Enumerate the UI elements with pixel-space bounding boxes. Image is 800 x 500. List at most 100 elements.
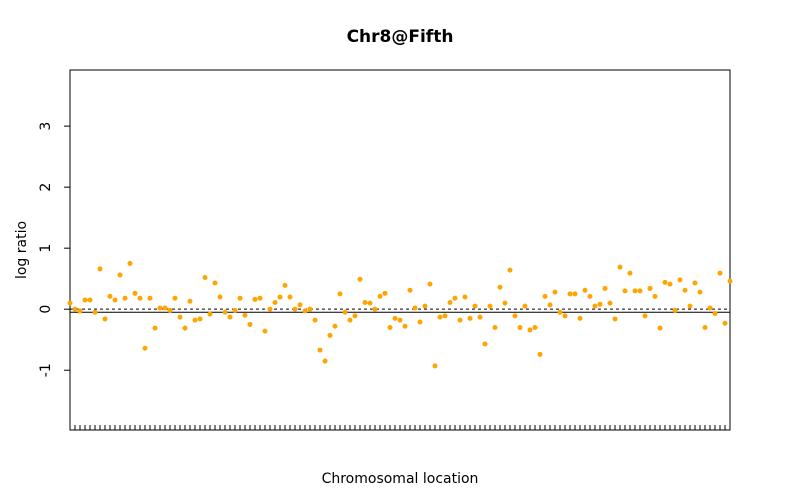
y-tick-label: -1	[38, 363, 54, 377]
data-point	[152, 325, 158, 331]
data-point	[632, 288, 638, 294]
data-point	[497, 284, 503, 290]
y-tick-label: 1	[38, 244, 54, 253]
data-point	[682, 287, 688, 293]
data-point	[142, 345, 148, 351]
data-point	[192, 317, 198, 323]
data-point	[487, 303, 493, 309]
data-point	[267, 306, 273, 312]
data-point	[392, 315, 398, 321]
data-point	[657, 325, 663, 331]
data-point	[297, 302, 303, 308]
data-point	[522, 303, 528, 309]
data-point	[527, 327, 533, 333]
data-point	[592, 303, 598, 309]
data-point	[237, 295, 243, 301]
data-point	[402, 323, 408, 329]
data-point	[92, 309, 98, 315]
data-point	[342, 309, 348, 315]
data-point	[317, 347, 323, 353]
data-point	[197, 316, 203, 322]
data-point	[622, 288, 628, 294]
data-point	[652, 293, 658, 299]
data-point	[492, 324, 498, 330]
data-point	[432, 363, 438, 369]
data-point	[97, 266, 103, 272]
data-point	[162, 305, 168, 311]
data-point	[607, 300, 613, 306]
data-point	[137, 295, 143, 301]
data-point	[77, 308, 83, 314]
data-point	[457, 317, 463, 323]
data-point	[222, 309, 228, 315]
data-point	[417, 319, 423, 325]
data-point	[187, 298, 193, 304]
data-point	[507, 267, 513, 273]
data-point	[717, 270, 723, 276]
x-axis-label: Chromosomal location	[322, 471, 479, 487]
data-point	[147, 295, 153, 301]
data-point	[352, 313, 358, 319]
data-point	[122, 295, 128, 301]
data-point	[692, 280, 698, 286]
data-point	[67, 300, 73, 306]
data-point	[477, 314, 483, 320]
data-point	[672, 307, 678, 313]
data-point	[662, 279, 668, 285]
data-point	[397, 317, 403, 323]
data-point	[567, 291, 573, 297]
data-point	[512, 313, 518, 319]
data-point	[372, 306, 378, 312]
data-point	[282, 282, 288, 288]
data-point	[587, 293, 593, 299]
data-point	[707, 305, 713, 311]
data-point	[462, 294, 468, 300]
data-point	[482, 341, 488, 347]
data-point	[287, 294, 293, 300]
data-point	[727, 278, 733, 284]
data-point	[387, 324, 393, 330]
data-point	[72, 306, 78, 312]
chart-title: Chr8@Fifth	[347, 27, 454, 47]
data-point	[647, 285, 653, 291]
data-point	[637, 288, 643, 294]
data-point	[537, 351, 543, 357]
y-tick-label: 0	[38, 305, 54, 314]
data-point	[407, 287, 413, 293]
data-point	[542, 293, 548, 299]
data-point	[257, 295, 263, 301]
data-point	[712, 310, 718, 316]
data-point	[217, 294, 223, 300]
data-point	[202, 274, 208, 280]
data-point	[687, 303, 693, 309]
data-point	[322, 358, 328, 364]
data-point	[232, 307, 238, 313]
data-point	[602, 285, 608, 291]
data-point	[242, 312, 248, 318]
data-point	[292, 306, 298, 312]
data-point	[532, 324, 538, 330]
data-point	[357, 276, 363, 282]
data-point	[312, 317, 318, 323]
data-point	[272, 299, 278, 305]
data-point	[547, 302, 553, 308]
data-point	[582, 287, 588, 293]
data-point	[422, 303, 428, 309]
data-point	[612, 316, 618, 322]
data-point	[667, 281, 673, 287]
data-point	[722, 320, 728, 326]
data-point	[642, 313, 648, 319]
data-point	[247, 321, 253, 327]
data-point	[382, 290, 388, 296]
data-point	[697, 289, 703, 295]
data-point	[182, 325, 188, 331]
data-point	[377, 293, 383, 299]
data-point	[452, 295, 458, 301]
data-point	[472, 303, 478, 309]
data-point	[172, 295, 178, 301]
data-point	[112, 297, 118, 303]
data-point	[347, 317, 353, 323]
data-point	[702, 324, 708, 330]
data-point	[307, 306, 313, 312]
data-point	[597, 301, 603, 307]
